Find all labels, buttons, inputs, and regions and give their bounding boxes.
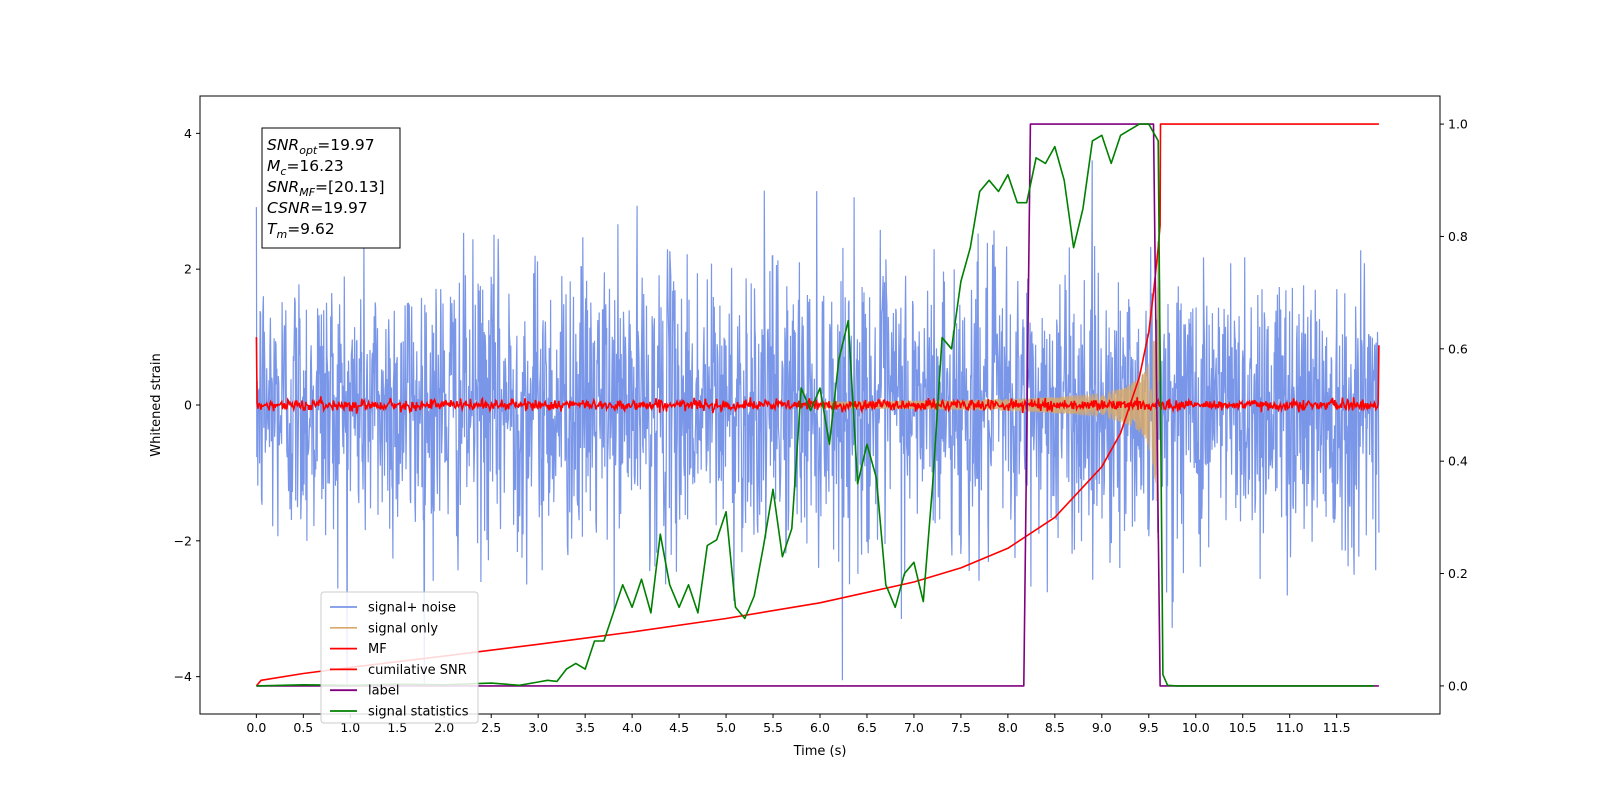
x-tick-label: 7.5: [951, 720, 971, 735]
legend-label: signal+ noise: [368, 601, 456, 616]
x-tick-label: 6.0: [810, 720, 830, 735]
y-tick-label: 0: [184, 398, 192, 413]
series-signal-noise: [255, 160, 1380, 684]
x-tick-label: 0.5: [293, 720, 313, 735]
x-tick-label: 5.0: [716, 720, 736, 735]
y2-tick-label: 0.2: [1448, 566, 1468, 581]
x-tick-label: 9.5: [1139, 720, 1159, 735]
y-tick-label: 2: [184, 262, 192, 277]
legend-label: signal only: [368, 621, 438, 636]
legend-label: label: [368, 684, 399, 699]
x-tick-label: 8.5: [1045, 720, 1065, 735]
stats-annotation: SNRopt=19.97Mc=16.23SNRMF=[20.13]CSNR=19…: [261, 127, 401, 249]
y-tick-label: −2: [174, 533, 192, 548]
annotation-box: [261, 127, 401, 249]
x-tick-label: 9.0: [1092, 720, 1112, 735]
legend-label: MF: [368, 642, 387, 657]
x-tick-label: 8.0: [998, 720, 1018, 735]
x-tick-label: 7.0: [904, 720, 924, 735]
y-tick-label: −4: [174, 669, 192, 684]
x-tick-label: 2.5: [481, 720, 501, 735]
x-tick-label: 1.5: [387, 720, 407, 735]
y2-tick-label: 0.4: [1448, 454, 1468, 469]
annotation-line: SNRMF=[20.13]: [267, 178, 385, 199]
x-tick-label: 10.0: [1182, 720, 1210, 735]
legend-label: cumilative SNR: [368, 663, 467, 678]
annotation-line: Tm=9.62: [267, 220, 335, 241]
x-tick-label: 0.0: [246, 720, 266, 735]
series-mf: [255, 337, 1380, 414]
x-tick-label: 4.0: [622, 720, 642, 735]
y2-tick-label: 1.0: [1448, 117, 1468, 132]
x-tick-label: 11.5: [1323, 720, 1351, 735]
x-tick-label: 3.0: [528, 720, 548, 735]
x-tick-label: 4.5: [669, 720, 689, 735]
x-tick-label: 10.5: [1229, 720, 1257, 735]
annotation-line: Mc=16.23: [267, 157, 344, 178]
y2-tick-label: 0.8: [1448, 229, 1468, 244]
y-tick-label: 4: [184, 126, 192, 141]
x-tick-label: 3.5: [575, 720, 595, 735]
x-tick-label: 6.5: [857, 720, 877, 735]
legend: signal+ noise signal only MF cumilative SNR…: [320, 591, 479, 724]
y2-tick-label: 0.6: [1448, 341, 1468, 356]
annotation-line: SNRopt=19.97: [267, 136, 375, 157]
x-tick-label: 1.0: [340, 720, 360, 735]
x-tick-label: 5.5: [763, 720, 783, 735]
y-axis-label: Whitened strain: [149, 353, 164, 456]
annotation-line: CSNR=19.97: [267, 199, 368, 217]
y2-tick-label: 0.0: [1448, 678, 1468, 693]
x-tick-label: 11.0: [1276, 720, 1304, 735]
legend-label: signal statistics: [368, 705, 469, 720]
x-tick-label: 2.0: [434, 720, 454, 735]
series-signal-statistics: [256, 123, 1375, 687]
legend-box: [320, 591, 479, 724]
x-axis-label: Time (s): [793, 744, 847, 759]
